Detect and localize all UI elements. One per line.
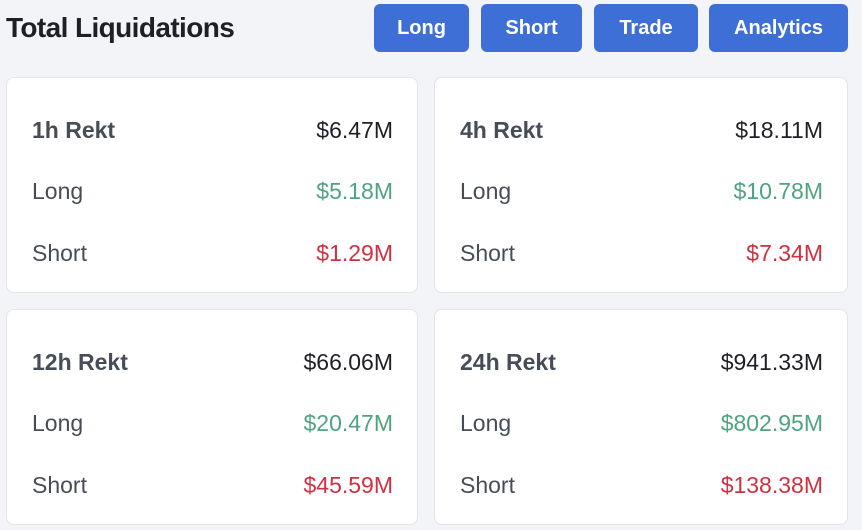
short-value: $45.59M [303,471,393,498]
short-label: Short [460,471,515,498]
total-row: 4h Rekt $18.11M [460,115,823,145]
card-1h: 1h Rekt $6.47M Long $5.18M Short $1.29M [6,77,418,293]
short-row: Short $1.29M [32,238,393,268]
total-row: 1h Rekt $6.47M [32,115,393,145]
long-row: Long $10.78M [460,176,823,206]
total-value: $6.47M [316,116,393,143]
long-label: Long [32,177,84,204]
total-value: $941.33M [720,348,823,375]
short-value: $7.34M [746,239,823,266]
long-label: Long [32,409,84,436]
period-label: 12h Rekt [32,348,128,375]
short-button[interactable]: Short [481,4,582,52]
long-row: Long $20.47M [32,408,393,438]
card-4h: 4h Rekt $18.11M Long $10.78M Short $7.34… [434,77,848,293]
long-button[interactable]: Long [374,4,469,52]
short-value: $1.29M [316,239,393,266]
long-value: $20.47M [303,409,393,436]
short-label: Short [32,239,87,266]
card-12h: 12h Rekt $66.06M Long $20.47M Short $45.… [6,309,418,525]
long-value: $10.78M [733,177,823,204]
long-row: Long $802.95M [460,408,823,438]
total-value: $66.06M [303,348,393,375]
page-title: Total Liquidations [6,12,235,43]
period-label: 1h Rekt [32,116,116,143]
card-24h: 24h Rekt $941.33M Long $802.95M Short $1… [434,309,848,525]
trade-button[interactable]: Trade [594,4,698,52]
header: Total Liquidations Long Short Trade Anal… [0,0,862,62]
period-label: 24h Rekt [460,348,556,375]
short-label: Short [32,471,87,498]
short-value: $138.38M [720,471,823,498]
period-label: 4h Rekt [460,116,544,143]
total-row: 12h Rekt $66.06M [32,347,393,377]
long-label: Long [460,409,512,436]
long-label: Long [460,177,512,204]
short-row: Short $45.59M [32,470,393,500]
short-label: Short [460,239,515,266]
long-row: Long $5.18M [32,176,393,206]
long-value: $5.18M [316,177,393,204]
short-row: Short $138.38M [460,470,823,500]
analytics-button[interactable]: Analytics [709,4,848,52]
total-row: 24h Rekt $941.33M [460,347,823,377]
short-row: Short $7.34M [460,238,823,268]
long-value: $802.95M [720,409,823,436]
total-value: $18.11M [735,116,823,143]
